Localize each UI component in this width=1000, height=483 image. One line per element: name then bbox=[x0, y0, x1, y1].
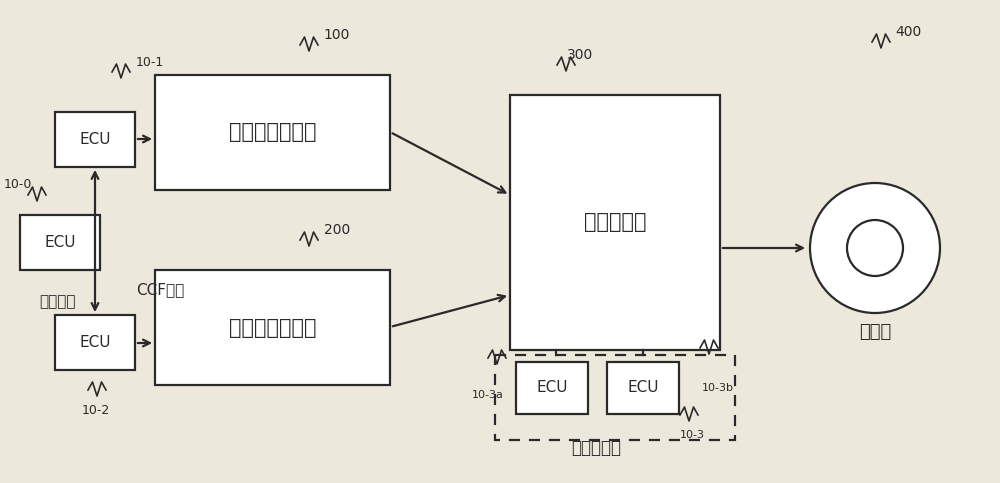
Circle shape bbox=[847, 220, 903, 276]
Text: 400: 400 bbox=[895, 25, 921, 39]
Circle shape bbox=[810, 183, 940, 313]
Text: 10-3b: 10-3b bbox=[702, 383, 734, 393]
Text: （能量）: （能量） bbox=[40, 295, 76, 310]
Text: 10-0: 10-0 bbox=[4, 179, 32, 191]
Bar bbox=[495, 355, 735, 440]
Bar bbox=[55, 315, 135, 370]
Text: 失效可操作: 失效可操作 bbox=[571, 439, 621, 457]
Text: 混合传递部: 混合传递部 bbox=[584, 213, 646, 232]
Text: 10-1: 10-1 bbox=[136, 56, 164, 69]
Bar bbox=[55, 112, 135, 167]
Text: 100: 100 bbox=[324, 28, 350, 42]
Bar bbox=[20, 215, 100, 270]
Text: 10-2: 10-2 bbox=[82, 403, 110, 416]
Text: ECU: ECU bbox=[79, 335, 111, 350]
Text: ECU: ECU bbox=[44, 235, 76, 250]
Bar bbox=[155, 75, 390, 190]
Bar bbox=[516, 362, 588, 414]
Text: 动力（能量）源: 动力（能量）源 bbox=[229, 317, 316, 338]
Text: 动力（能量）源: 动力（能量）源 bbox=[229, 123, 316, 142]
Text: CCF对策: CCF对策 bbox=[136, 283, 184, 298]
Bar bbox=[510, 95, 720, 350]
Text: 10-3: 10-3 bbox=[680, 430, 704, 440]
Text: 300: 300 bbox=[567, 48, 593, 62]
Text: 驱动轮: 驱动轮 bbox=[859, 323, 891, 341]
Bar bbox=[155, 270, 390, 385]
Bar bbox=[607, 362, 679, 414]
Text: ECU: ECU bbox=[536, 381, 568, 396]
Text: 200: 200 bbox=[324, 223, 350, 237]
Text: 10-3a: 10-3a bbox=[472, 390, 504, 400]
Text: ECU: ECU bbox=[79, 132, 111, 147]
Text: ECU: ECU bbox=[627, 381, 659, 396]
